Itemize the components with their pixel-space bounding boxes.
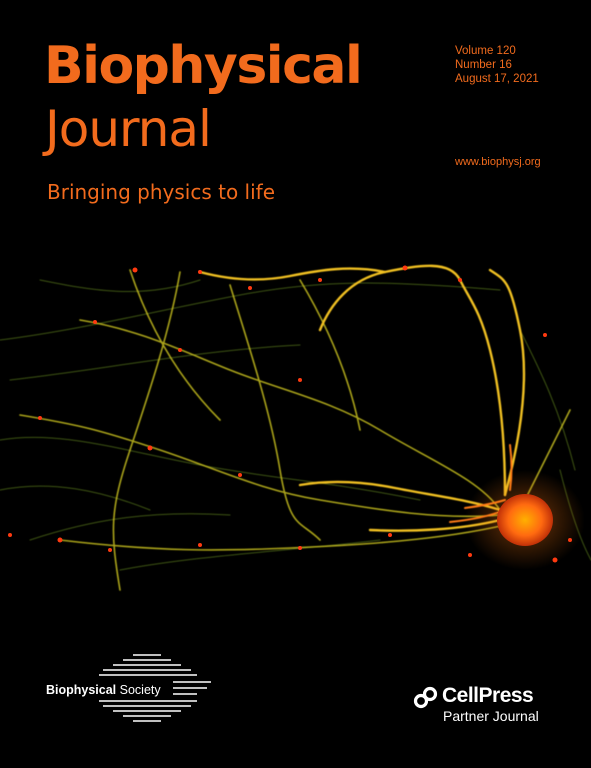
volume-label: Volume 120 (455, 45, 516, 57)
date-label: August 17, 2021 (455, 73, 539, 85)
society-name-regular: Society (116, 683, 161, 697)
biophysical-society-logo: Biophysical Society (46, 652, 216, 724)
issue-info: Volume 120 Number 16 August 17, 2021 (455, 44, 539, 86)
society-name-bold: Biophysical (46, 683, 117, 697)
journal-title-line2: Journal (45, 100, 212, 158)
biophysical-society-icon (99, 654, 211, 722)
journal-tagline: Bringing physics to life (47, 180, 276, 204)
journal-title-line1: Biophysical (44, 36, 363, 96)
number-label: Number 16 (455, 59, 512, 71)
society-name: Biophysical Society (46, 683, 161, 697)
neuron-micrograph (0, 264, 591, 591)
journal-url[interactable]: www.biophysj.org (455, 156, 541, 168)
cellpress-name: CellPress (442, 684, 534, 707)
cellpress-logo: CellPress Partner Journal (412, 684, 562, 730)
cellpress-subtitle: Partner Journal (443, 708, 539, 724)
cellpress-icon (413, 686, 438, 709)
